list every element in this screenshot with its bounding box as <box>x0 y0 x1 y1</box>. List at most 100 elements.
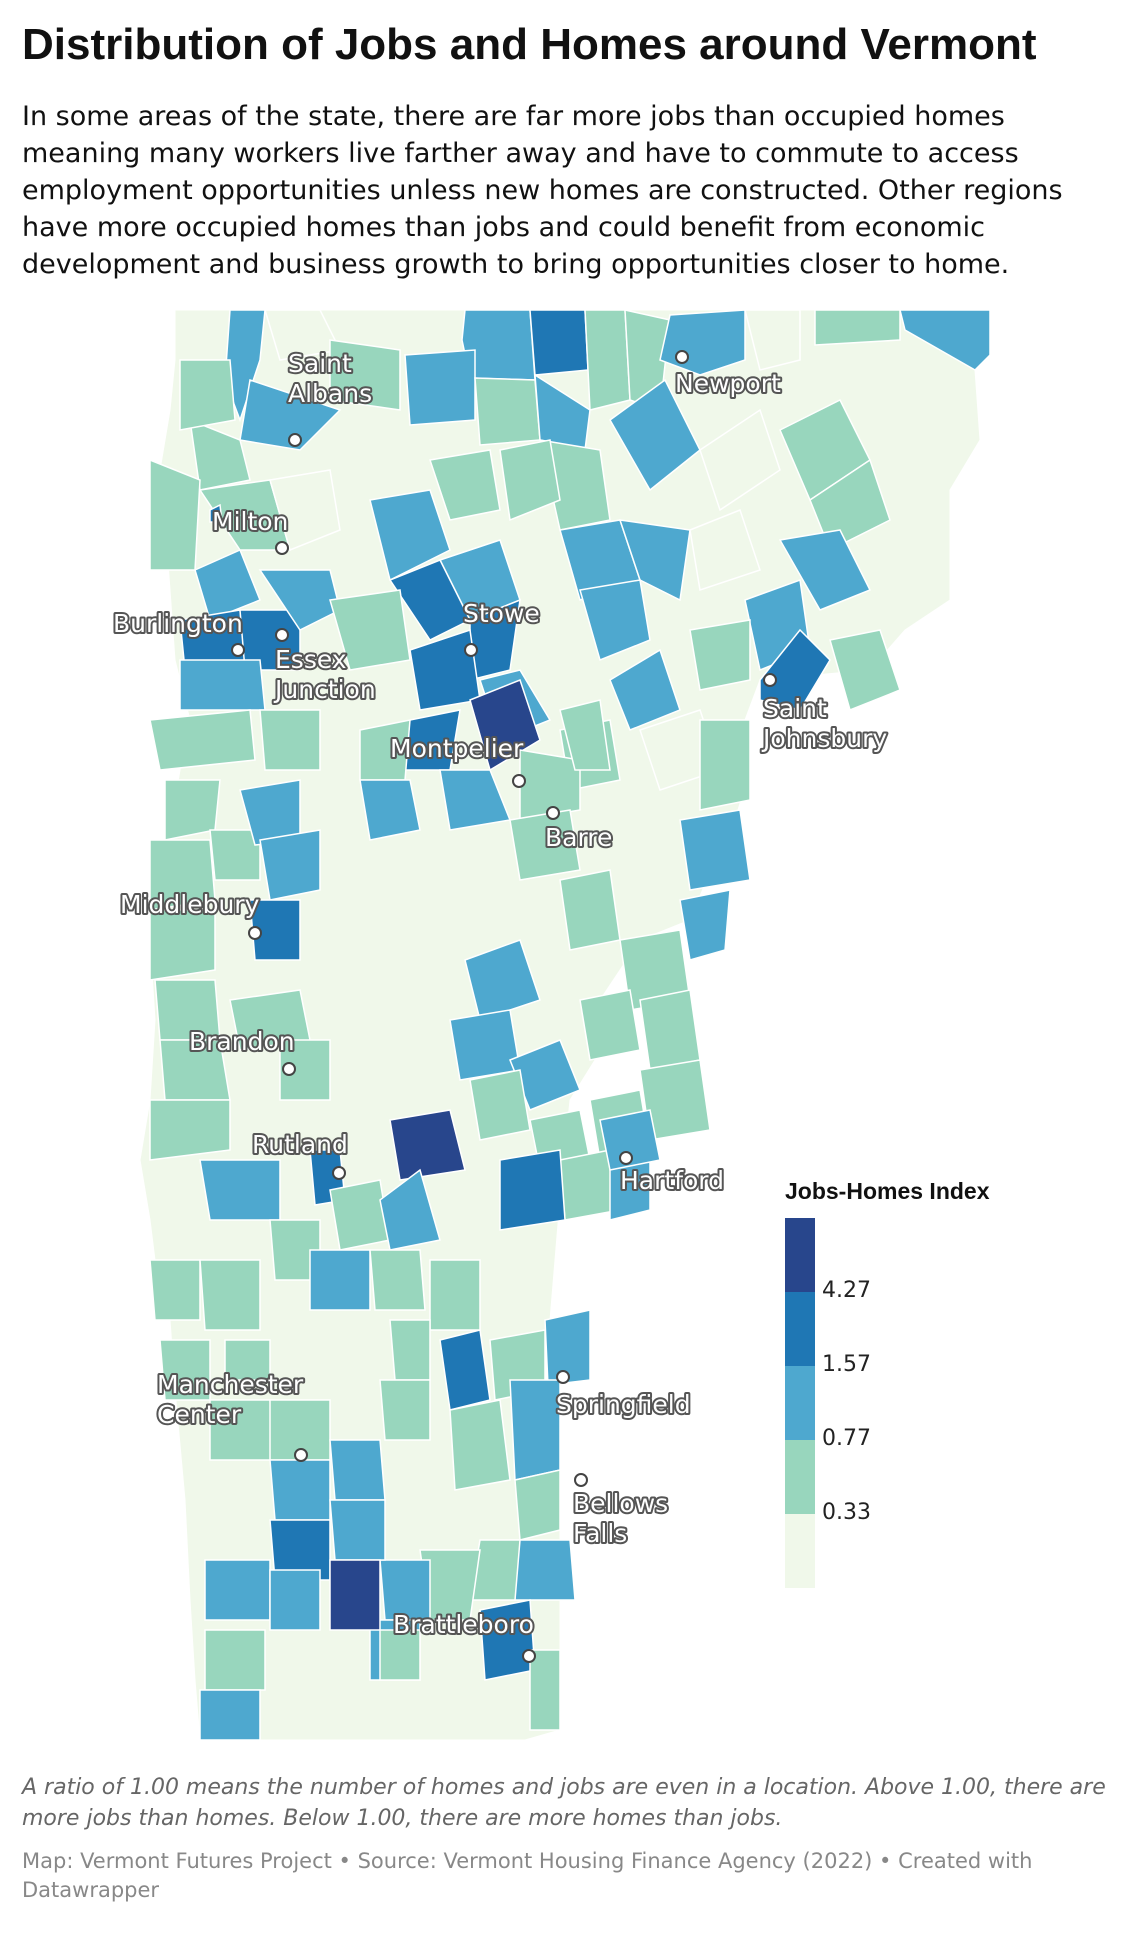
city-marker-barre <box>546 806 560 820</box>
town-region <box>379 1168 441 1251</box>
town-region <box>259 829 321 901</box>
town-region <box>389 1109 466 1181</box>
town-region <box>699 408 781 512</box>
town-region <box>189 418 251 491</box>
town-region <box>224 1339 271 1381</box>
town-region <box>519 749 581 821</box>
town-region <box>209 503 223 523</box>
town-region <box>599 1109 661 1171</box>
city-marker-hartford <box>619 1151 633 1165</box>
vermont-map: Saint Albans Milton Burlington Essex Junction… <box>0 300 1145 1740</box>
town-region <box>329 1179 391 1251</box>
description: In some areas of the state, there are fa… <box>22 101 1063 280</box>
city-marker-milton <box>275 541 289 555</box>
town-region <box>499 439 561 522</box>
city-marker-saint-johnsbury <box>763 673 777 687</box>
town-region <box>204 1559 271 1621</box>
town-region <box>778 529 872 611</box>
town-region <box>469 679 541 772</box>
legend-swatch-2 <box>785 1292 815 1366</box>
city-marker-stowe <box>464 643 478 657</box>
legend-tick-2: 1.57 <box>822 1352 871 1377</box>
town-region <box>469 1069 531 1141</box>
town-region <box>329 1499 386 1561</box>
town-region <box>814 309 901 346</box>
town-region <box>199 1689 261 1740</box>
town-region <box>359 779 421 841</box>
legend-colorbar <box>785 1218 815 1588</box>
town-region <box>149 1099 231 1161</box>
town-region <box>474 377 541 446</box>
city-label-rutland: Rutland <box>252 1130 348 1159</box>
town-region <box>249 899 301 961</box>
legend-title: Jobs-Homes Index <box>785 1178 990 1204</box>
town-region <box>259 709 321 771</box>
town-region <box>618 519 691 602</box>
city-label-saint-johnsbury: Saint Johnsbury <box>761 694 887 753</box>
town-region <box>279 1039 331 1101</box>
town-region <box>759 628 831 711</box>
town-region <box>499 1149 566 1231</box>
town-region <box>899 309 991 371</box>
city-marker-newport <box>675 350 689 364</box>
town-region <box>429 1259 481 1331</box>
town-region <box>679 889 731 961</box>
town-region <box>179 659 266 711</box>
town-region <box>149 458 201 571</box>
town-region <box>429 449 501 521</box>
town-region <box>269 469 341 552</box>
city-layer: Saint Albans Milton Burlington Essex Junction… <box>111 347 889 1663</box>
town-region <box>329 339 401 411</box>
town-region <box>699 719 751 811</box>
town-region <box>269 1569 321 1631</box>
region-layer <box>149 309 991 1740</box>
town-region <box>529 309 589 376</box>
town-region <box>379 1559 431 1621</box>
city-marker-springfield <box>556 1370 570 1384</box>
city-label-newport: Newport <box>675 369 781 398</box>
city-label-stowe: Stowe <box>463 599 540 628</box>
town-region <box>149 909 216 981</box>
town-region <box>544 1309 591 1386</box>
town-region <box>329 589 411 671</box>
town-region <box>559 869 621 951</box>
town-region <box>369 489 451 582</box>
town-region <box>379 1379 431 1441</box>
city-marker-manchester-center <box>294 1448 308 1462</box>
town-region <box>379 1629 421 1681</box>
town-region <box>269 1459 331 1521</box>
town-region <box>529 1649 561 1731</box>
town-region <box>159 1339 211 1401</box>
town-region <box>199 1159 281 1221</box>
city-label-hartford: Hartford <box>620 1166 724 1195</box>
town-region <box>404 349 476 426</box>
city-label-bellows-falls: Bellows Falls <box>573 1489 668 1548</box>
city-label-brattleboro: Brattleboro <box>393 1610 534 1639</box>
town-region <box>439 1329 491 1411</box>
city-marker-bellows-falls <box>574 1473 588 1487</box>
town-region <box>149 839 216 911</box>
town-region <box>309 1249 371 1311</box>
town-region <box>584 309 631 411</box>
town-region <box>679 809 751 891</box>
city-label-middlebury: Middlebury <box>120 890 260 919</box>
legend-swatch-4 <box>785 1440 815 1514</box>
city-marker-burlington <box>231 643 245 657</box>
city-marker-montpelier <box>512 774 526 788</box>
town-region <box>509 1379 561 1481</box>
city-label-burlington: Burlington <box>113 609 243 638</box>
city-label-saint-albans: Saint Albans <box>288 349 372 408</box>
city-label-springfield: Springfield <box>556 1390 691 1419</box>
footnote: A ratio of 1.00 means the number of home… <box>22 1775 1106 1831</box>
city-label-milton: Milton <box>212 507 288 536</box>
legend-swatch-3 <box>785 1366 815 1440</box>
city-label-brandon: Brandon <box>189 1027 295 1056</box>
legend-tick-4: 0.33 <box>822 1500 871 1525</box>
town-region <box>179 359 236 431</box>
town-region <box>194 548 261 622</box>
city-marker-brattleboro <box>522 1649 536 1663</box>
town-region <box>559 699 611 771</box>
city-marker-essex-junction <box>275 628 289 642</box>
town-region <box>239 379 342 451</box>
town-region <box>209 829 261 881</box>
